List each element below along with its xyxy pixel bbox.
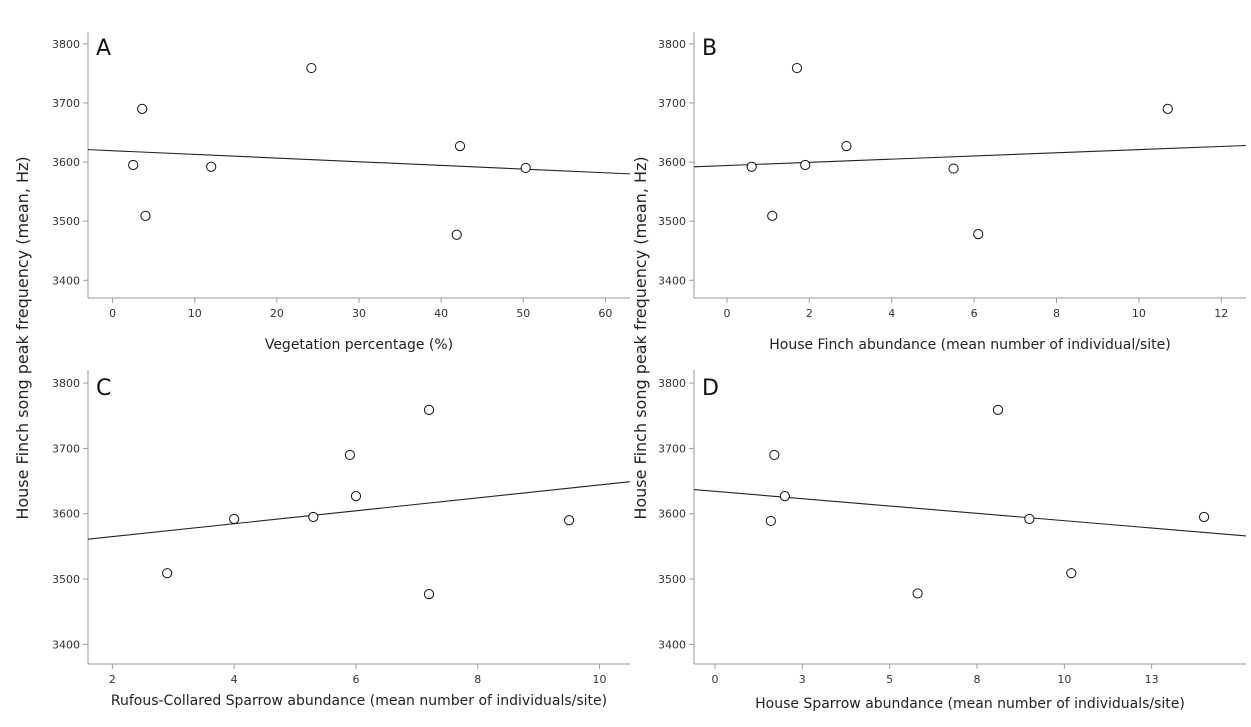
data-point bbox=[912, 588, 923, 599]
x-tick-label: 0 bbox=[109, 307, 116, 320]
y-tick-label: 3500 bbox=[658, 215, 686, 228]
data-point bbox=[162, 568, 173, 579]
data-point bbox=[1024, 513, 1035, 525]
regression-line bbox=[693, 489, 1247, 537]
y-tick-label: 3700 bbox=[658, 442, 686, 455]
data-point bbox=[423, 404, 435, 415]
x-tick-label: 0 bbox=[711, 673, 718, 686]
data-point bbox=[791, 62, 803, 74]
x-tick-label: 5 bbox=[886, 673, 893, 686]
x-tick-label: 13 bbox=[1145, 673, 1159, 686]
panel-letter: B bbox=[702, 36, 717, 61]
x-tick-label: 10 bbox=[593, 673, 607, 686]
data-point bbox=[746, 161, 757, 172]
y-tick-label: 3800 bbox=[658, 377, 686, 390]
y-tick-label: 3700 bbox=[52, 442, 80, 455]
regression-line bbox=[87, 481, 631, 540]
y-tick-label: 3700 bbox=[658, 97, 686, 110]
data-point bbox=[992, 404, 1004, 415]
y-tick-label: 3400 bbox=[658, 274, 686, 287]
x-tick-label: 4 bbox=[888, 307, 895, 320]
data-point bbox=[767, 210, 778, 221]
panel-letter: C bbox=[96, 376, 111, 401]
data-point bbox=[1198, 511, 1210, 523]
x-axis-label: Rufous-Collared Sparrow abundance (mean … bbox=[111, 693, 607, 709]
x-tick-label: 40 bbox=[434, 307, 448, 320]
data-point bbox=[800, 159, 811, 171]
data-point bbox=[140, 210, 151, 221]
y-tick-label: 3400 bbox=[52, 274, 80, 287]
x-tick-label: 20 bbox=[270, 307, 284, 320]
regression-line bbox=[87, 149, 631, 175]
regression-line bbox=[693, 144, 1247, 168]
data-point bbox=[779, 490, 790, 502]
x-tick-label: 30 bbox=[352, 307, 366, 320]
data-point bbox=[454, 140, 466, 152]
y-tick-label: 3500 bbox=[658, 573, 686, 586]
y-axis-label-right: House Finch song peak frequency (mean, H… bbox=[631, 156, 650, 519]
panel-b: 3400 3500 3600 3700 3800 0 2 4 6 8 10 12 House Finch… bbox=[658, 32, 1247, 353]
x-tick-label: 10 bbox=[1057, 673, 1071, 686]
x-tick-label: 12 bbox=[1214, 307, 1228, 320]
data-point bbox=[206, 161, 217, 172]
x-axis-label: Vegetation percentage (%) bbox=[265, 337, 453, 353]
data-point bbox=[765, 515, 776, 527]
x-tick-label: 60 bbox=[598, 307, 612, 320]
data-point bbox=[520, 162, 531, 174]
x-tick-label: 3 bbox=[799, 673, 806, 686]
data-point bbox=[344, 449, 355, 461]
data-point bbox=[564, 515, 575, 526]
x-tick-label: 8 bbox=[474, 673, 481, 686]
x-tick-label: 0 bbox=[723, 307, 730, 320]
data-point bbox=[1162, 103, 1173, 114]
y-tick-label: 3400 bbox=[658, 638, 686, 651]
y-tick-label: 3800 bbox=[52, 377, 80, 390]
panel-d: 3400 3500 3600 3700 3800 0 3 5 8 10 13 House Sparro… bbox=[658, 370, 1247, 712]
x-tick-label: 10 bbox=[188, 307, 202, 320]
data-point bbox=[128, 159, 139, 171]
x-axis-label: House Sparrow abundance (mean number of … bbox=[755, 696, 1185, 712]
data-point bbox=[423, 588, 435, 600]
data-point bbox=[451, 229, 462, 240]
data-point bbox=[350, 490, 362, 502]
y-tick-label: 3700 bbox=[52, 97, 80, 110]
panel-a: 3400 3500 3600 3700 3800 0 10 20 30 40 50 60 Vegetat… bbox=[52, 32, 631, 353]
data-point bbox=[137, 103, 148, 114]
data-point bbox=[1066, 568, 1077, 579]
data-point bbox=[306, 62, 317, 74]
x-tick-label: 8 bbox=[973, 673, 980, 686]
data-point bbox=[229, 513, 240, 525]
y-tick-label: 3600 bbox=[52, 508, 80, 521]
y-tick-label: 3600 bbox=[52, 156, 80, 169]
x-axis-label: House Finch abundance (mean number of in… bbox=[769, 337, 1171, 353]
x-tick-label: 6 bbox=[971, 307, 978, 320]
panel-letter: D bbox=[702, 376, 719, 401]
y-tick-label: 3500 bbox=[52, 573, 80, 586]
x-tick-label: 10 bbox=[1132, 307, 1146, 320]
y-tick-label: 3600 bbox=[658, 156, 686, 169]
y-tick-label: 3800 bbox=[658, 38, 686, 51]
x-tick-label: 2 bbox=[806, 307, 813, 320]
x-tick-label: 2 bbox=[109, 673, 116, 686]
y-tick-label: 3500 bbox=[52, 215, 80, 228]
data-point bbox=[841, 140, 852, 152]
y-tick-label: 3600 bbox=[658, 508, 686, 521]
x-tick-label: 8 bbox=[1053, 307, 1060, 320]
data-point bbox=[948, 163, 959, 174]
x-tick-label: 4 bbox=[231, 673, 238, 686]
y-axis-label-left: House Finch song peak frequency (mean, H… bbox=[13, 156, 32, 519]
panel-c: 3400 3500 3600 3700 3800 2 4 6 8 10 Rufous-Collare… bbox=[52, 370, 631, 709]
data-point bbox=[769, 449, 780, 461]
data-point bbox=[973, 229, 984, 240]
x-tick-label: 6 bbox=[352, 673, 359, 686]
y-tick-label: 3400 bbox=[52, 638, 80, 651]
panel-letter: A bbox=[96, 36, 111, 61]
data-point bbox=[308, 511, 319, 523]
y-tick-label: 3800 bbox=[52, 38, 80, 51]
x-tick-label: 50 bbox=[516, 307, 530, 320]
